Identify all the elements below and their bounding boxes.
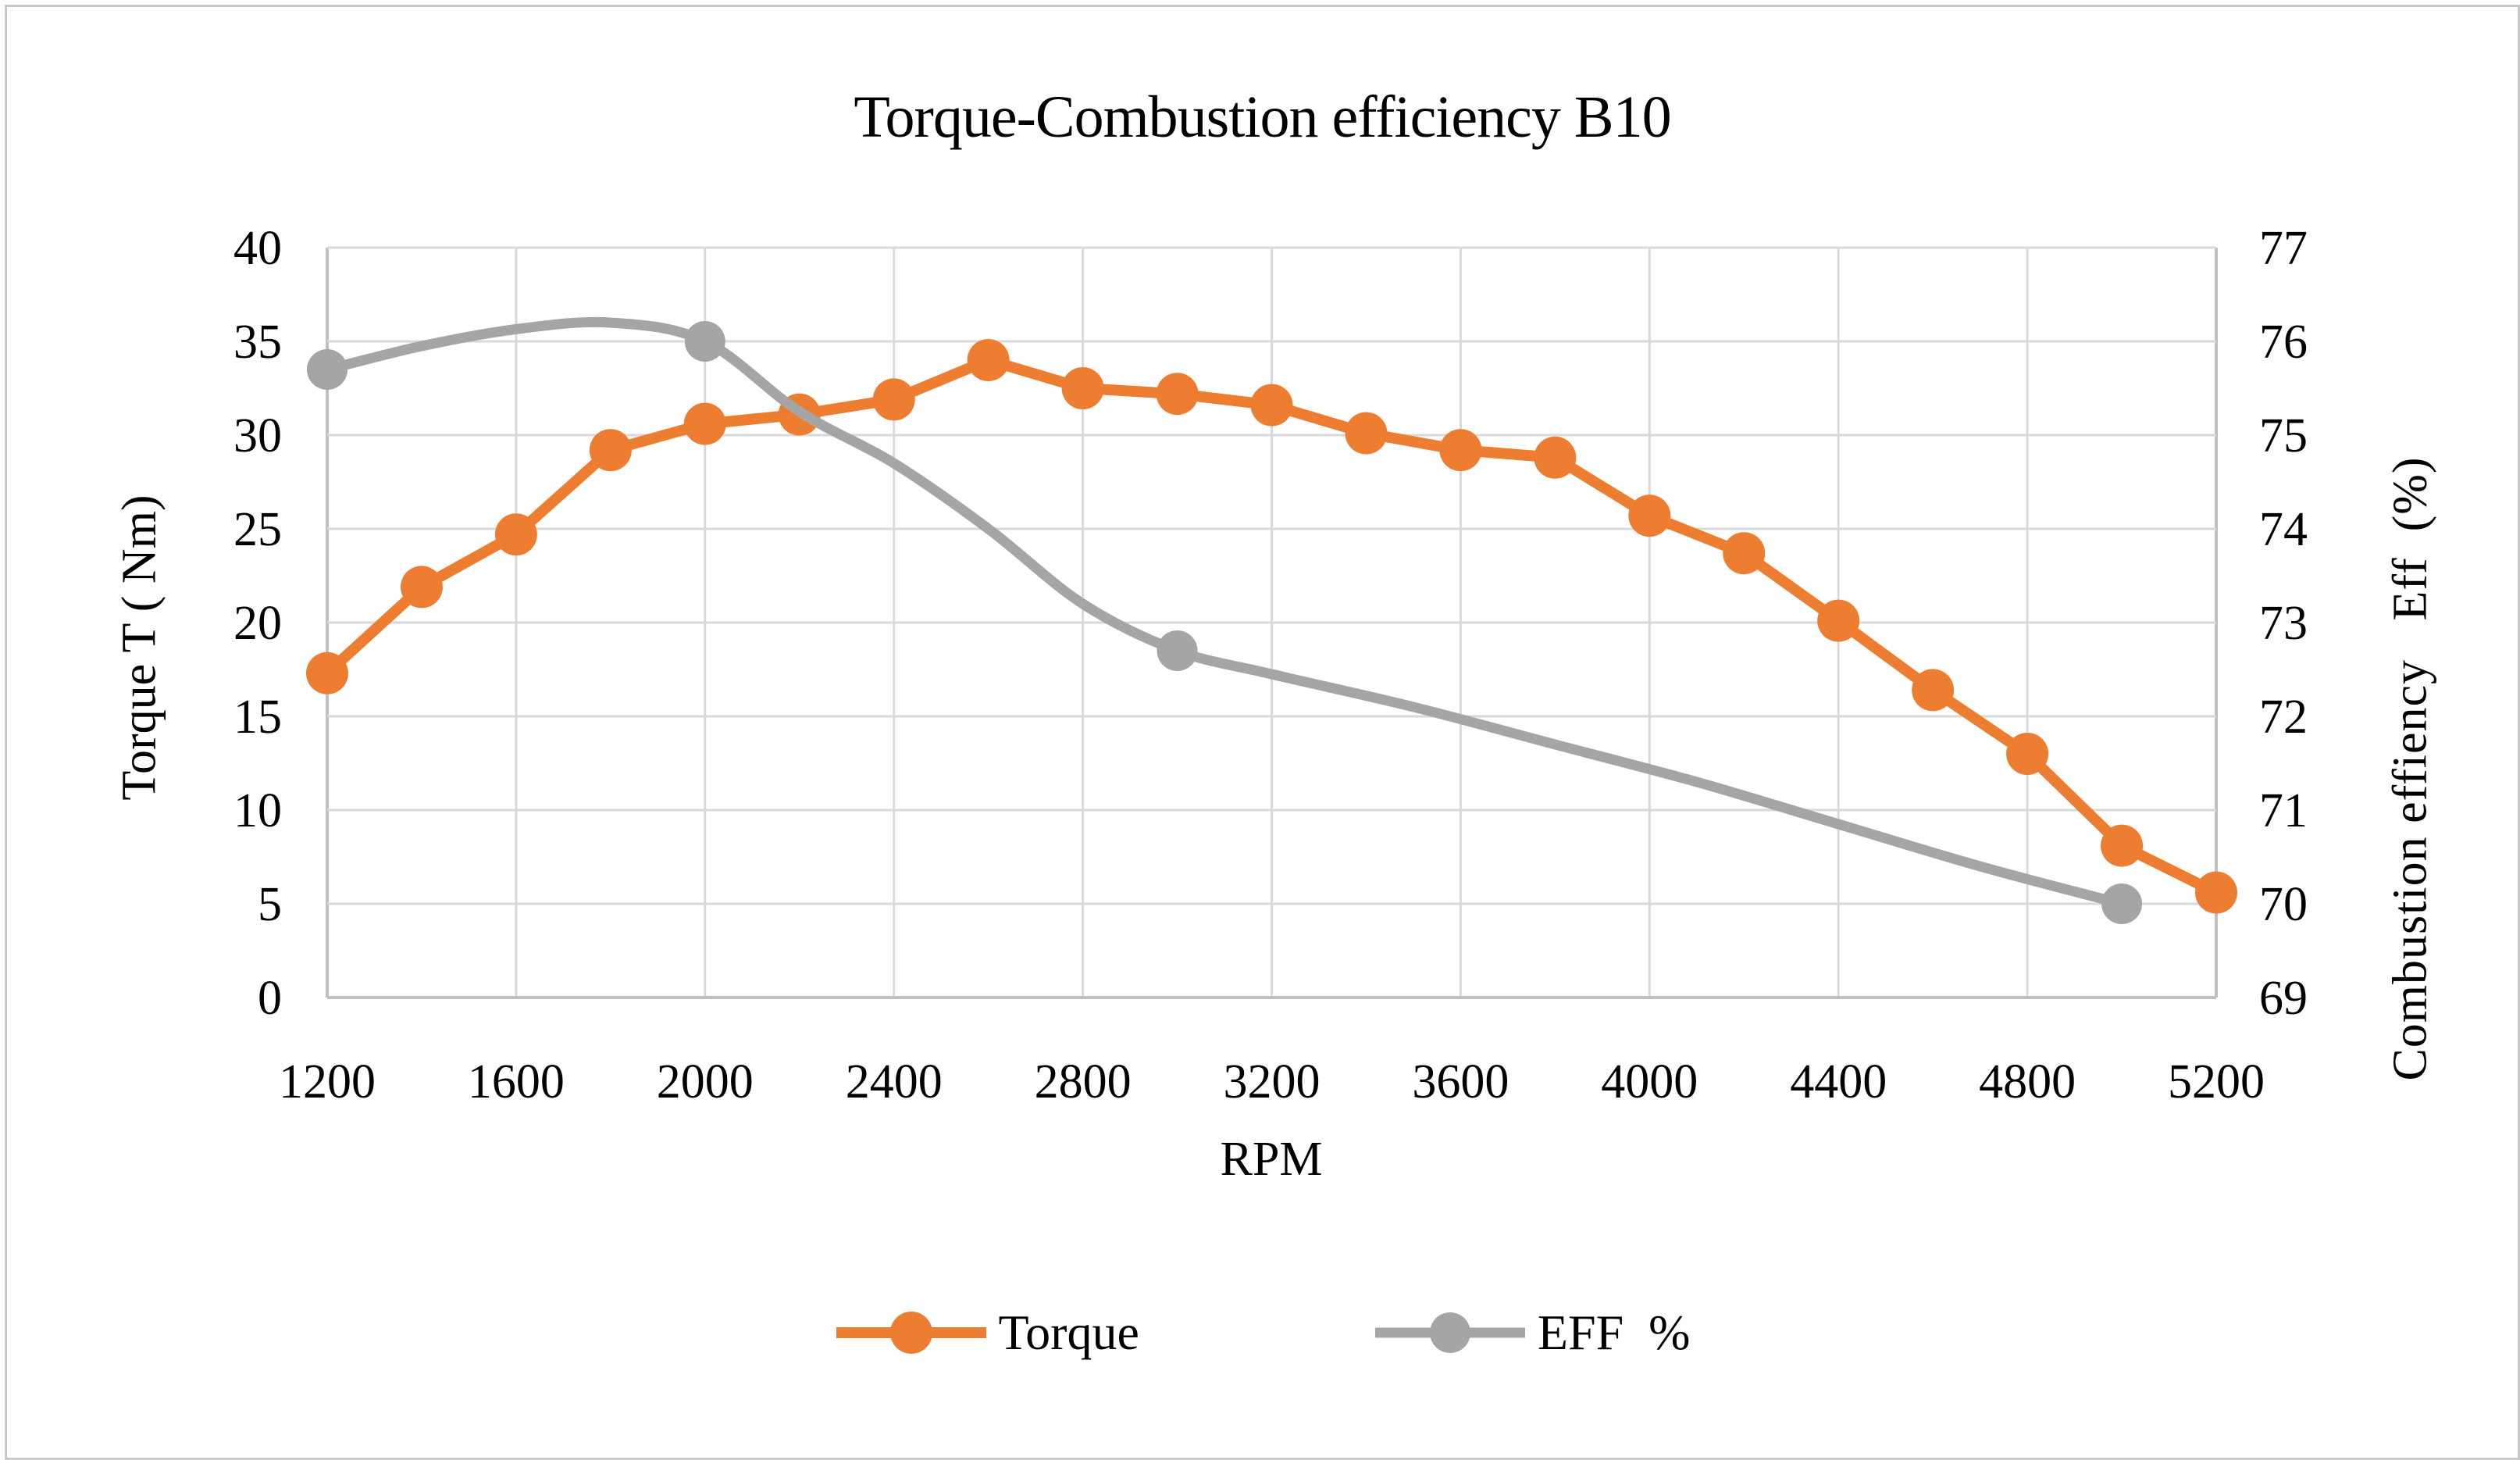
x-axis-tick-label: 1200 [279, 1055, 376, 1108]
y-axis-right-tick-label: 74 [2259, 503, 2308, 556]
data-point-marker [1345, 412, 1388, 455]
x-axis-tick-label: 4000 [1601, 1055, 1698, 1108]
chart-figure: Torque-Combustion efficiency B10 40 35 30 2… [5, 5, 2520, 1460]
x-axis-tick-label: 2000 [657, 1055, 754, 1108]
data-point-marker [2195, 871, 2237, 914]
y-axis-right-tick-label: 75 [2259, 409, 2308, 462]
data-point-marker [1157, 630, 1198, 671]
y-axis-left-tick-label: 35 [233, 316, 282, 369]
data-point-marker [1061, 367, 1104, 409]
data-point-marker [2101, 883, 2143, 924]
legend-item-eff[interactable]: EFF % [1374, 1304, 1691, 1362]
data-point-marker [1912, 669, 1955, 712]
x-axis-title: RPM [1220, 1133, 1323, 1186]
y-axis-left-tick-label: 0 [258, 972, 282, 1025]
y-axis-left-tick-label: 15 [233, 691, 282, 744]
data-point-marker [1723, 532, 1766, 575]
y-axis-left-title: Torque T ( Nm) [112, 494, 166, 801]
torque-series-swatch-icon [836, 1312, 986, 1354]
x-axis-tick-label: 3600 [1412, 1055, 1509, 1108]
y-axis-right-tick-label: 70 [2259, 878, 2308, 931]
data-point-marker [306, 651, 348, 694]
data-point-marker [494, 513, 537, 556]
legend-label-torque: Torque [998, 1305, 1139, 1360]
series-line [322, 316, 2127, 909]
data-point-marker [1156, 373, 1199, 416]
x-axis-tick-label: 3200 [1224, 1055, 1321, 1108]
data-point-marker [1534, 436, 1577, 479]
data-point-marker [684, 321, 725, 362]
y-axis-left-tick-label: 10 [233, 784, 282, 837]
y-axis-left-tick-label: 25 [233, 503, 282, 556]
y-axis-right-tick-label: 73 [2259, 597, 2308, 650]
x-axis-tick-label: 4800 [1979, 1055, 2076, 1108]
data-point-marker [683, 402, 726, 445]
data-point-marker [2006, 733, 2049, 775]
y-axis-right-title: Combustion effiency Eff (%) [2383, 456, 2437, 1081]
legend-item-torque[interactable]: Torque [835, 1304, 1139, 1362]
x-axis-tick-label: 2400 [846, 1055, 943, 1108]
data-point-marker [1250, 384, 1293, 427]
chart-title: Torque-Combustion efficiency B10 [854, 84, 1671, 150]
y-axis-left-tick-label: 20 [233, 597, 282, 650]
eff-series-swatch-icon [1374, 1312, 1525, 1353]
y-axis-left-tick-label: 40 [233, 222, 282, 275]
data-point-marker [307, 349, 348, 390]
axis-tick-labels: 40 35 30 25 20 15 10 5 0 77 76 75 74 73 72 71 70 69 1200 16… [233, 222, 2308, 1108]
data-point-marker [589, 429, 632, 472]
y-axis-right-tick-label: 72 [2259, 691, 2308, 744]
series-eff- [307, 316, 2143, 924]
series-torque [306, 339, 2237, 914]
chart-plot: 40 35 30 25 20 15 10 5 0 77 76 75 74 73 72 71 70 69 1200 16… [233, 222, 2308, 1108]
x-axis-tick-label: 2800 [1035, 1055, 1132, 1108]
legend: Torque EFF % [7, 1304, 2518, 1362]
data-point-marker [967, 339, 1010, 381]
y-axis-right-tick-label: 71 [2259, 784, 2308, 837]
data-series [306, 316, 2237, 924]
x-axis-tick-label: 1600 [468, 1055, 565, 1108]
y-axis-left-tick-label: 30 [233, 409, 282, 462]
data-point-marker [400, 566, 443, 609]
data-point-marker [1439, 429, 1482, 472]
data-point-marker [1817, 599, 1860, 642]
data-point-marker [872, 378, 915, 421]
x-axis-tick-label: 4400 [1790, 1055, 1887, 1108]
legend-label-eff: EFF % [1537, 1305, 1691, 1360]
data-point-marker [1628, 494, 1671, 537]
x-axis-tick-label: 5200 [2168, 1055, 2265, 1108]
gridlines [326, 246, 2218, 999]
data-point-marker [2101, 824, 2144, 867]
y-axis-right-tick-label: 76 [2259, 316, 2308, 369]
y-axis-right-tick-label: 77 [2259, 222, 2308, 275]
y-axis-right-tick-label: 69 [2259, 972, 2308, 1025]
y-axis-left-tick-label: 5 [258, 878, 282, 931]
